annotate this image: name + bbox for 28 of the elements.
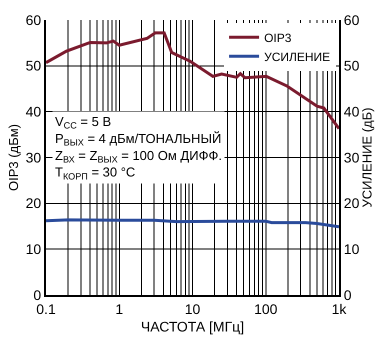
y-tick-label: 10 [26,241,42,258]
legend-label: OIP3 [264,30,292,45]
y-tick-label: 0 [33,286,42,303]
y2-tick-label: 10 [344,241,360,258]
x-tick-label: 0.1 [36,300,56,317]
y-tick-label: 60 [26,12,42,28]
x-tick-label: 10 [184,300,200,317]
annotation: V$_{CC}$ = 5 В [55,114,112,131]
y-tick-label: 50 [26,58,42,74]
x-tick-label: 100 [254,300,278,317]
annotation: Z$_{ВХ}$ = Z$_{ВЫХ}$ = 100 Ом ДИФФ. [55,148,222,165]
y-tick-label: 40 [26,104,42,120]
y2-tick-label: 20 [344,195,360,212]
y-axis-title: OIP3 (дБм) [6,124,22,191]
x-tick-label: 1k [332,300,348,317]
y2-tick-label: 30 [344,149,360,166]
x-tick-label: 1 [115,300,124,317]
y2-axis-title: УСИЛЕНИЕ (дБ) [360,108,375,208]
y2-tick-label: 0 [344,286,352,303]
y-tick-label: 30 [26,149,42,166]
y2-tick-label: 40 [344,104,360,120]
y2-tick-label: 60 [344,12,360,28]
y-tick-label: 20 [26,195,42,212]
y2-tick-label: 50 [344,58,360,74]
annotation: T$_{КОРП}$ = 30 °C [55,164,136,182]
legend-label: УСИЛЕНИЕ [264,50,330,64]
annotation: P$_{ВЫХ}$ = 4 дБм/ТОНАЛЬНЫЙ [55,130,222,148]
x-axis-title: ЧАСТОТА [МГц] [140,318,244,335]
